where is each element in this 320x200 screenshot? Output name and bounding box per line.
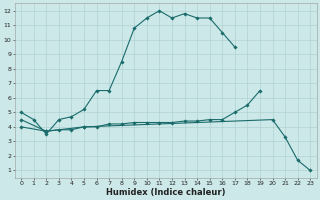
X-axis label: Humidex (Indice chaleur): Humidex (Indice chaleur): [106, 188, 225, 197]
